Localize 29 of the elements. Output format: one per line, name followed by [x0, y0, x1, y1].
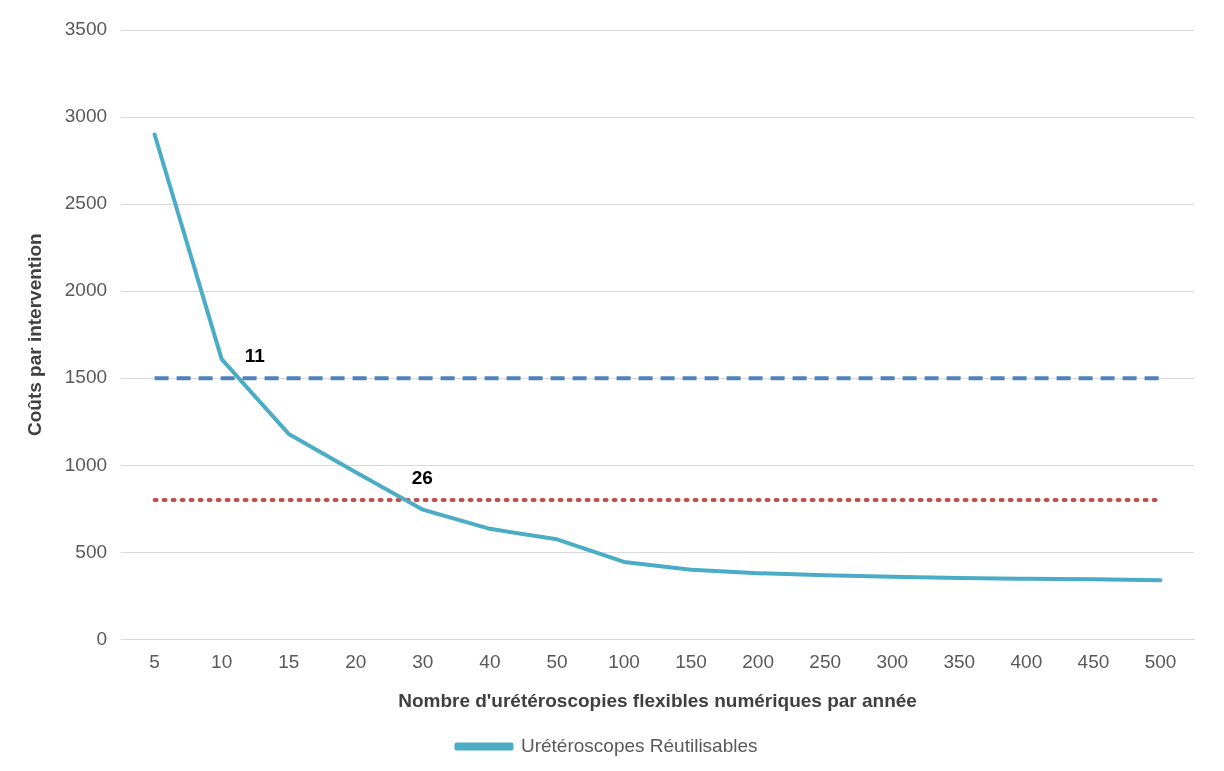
- x-axis-title: Nombre d'urétéroscopies flexibles numériques par année: [398, 689, 917, 711]
- x-tick-label: 50: [546, 651, 568, 673]
- x-tick-label: 300: [876, 651, 909, 673]
- y-tick-label: 2000: [64, 279, 108, 301]
- y-tick-label: 2500: [64, 192, 108, 214]
- x-tick-label: 450: [1077, 651, 1110, 673]
- y-tick-label: 1500: [64, 366, 108, 388]
- x-tick-label: 5: [149, 651, 160, 673]
- y-tick-label: 3500: [64, 18, 108, 40]
- x-tick-label: 20: [345, 651, 367, 673]
- x-tick-label: 200: [742, 651, 774, 673]
- x-tick-label: 15: [278, 651, 300, 673]
- y-axis-title: Coûts par intervention: [23, 233, 45, 437]
- legend-label: Urétéroscopes Réutilisables: [520, 734, 758, 756]
- x-tick-label: 500: [1144, 651, 1177, 673]
- y-tick-label: 1000: [64, 453, 108, 475]
- x-tick-label: 30: [412, 651, 434, 673]
- annotation: 26: [411, 466, 433, 488]
- x-tick-label: 400: [1010, 651, 1043, 673]
- x-tick-label: 10: [211, 651, 233, 673]
- y-tick-label: 500: [75, 540, 108, 562]
- x-tick-label: 250: [809, 651, 842, 673]
- x-tick-label: 350: [943, 651, 976, 673]
- x-tick-label: 150: [675, 651, 707, 673]
- annotation: 11: [244, 344, 266, 366]
- y-tick-label: 0: [96, 627, 108, 649]
- x-tick-label: 40: [479, 651, 501, 673]
- y-tick-label: 3000: [64, 105, 108, 127]
- x-tick-label: 100: [608, 651, 640, 673]
